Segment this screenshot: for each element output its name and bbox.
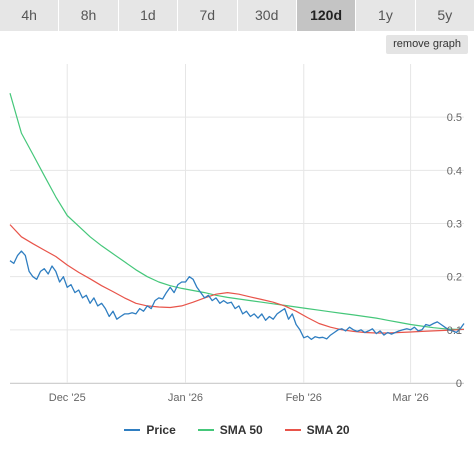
y-tick-label: 0.3 <box>447 219 462 231</box>
tab-1d[interactable]: 1d <box>119 0 179 31</box>
y-tick-label: 0.4 <box>447 165 462 177</box>
series-line-price <box>9 250 465 341</box>
series-line-sma-50 <box>9 93 464 330</box>
legend-item-sma-20[interactable]: SMA 20 <box>284 421 350 439</box>
legend-swatch-sma-50 <box>197 429 214 431</box>
legend-item-sma-50[interactable]: SMA 50 <box>197 421 263 439</box>
tab-8h[interactable]: 8h <box>59 0 119 31</box>
price-chart: 0 0.1 0.2 0.3 0.4 0.5 Dec '25 Jan '26 Feb '26 Ma… <box>9 64 465 404</box>
legend-label-sma-20: SMA 20 <box>306 423 350 437</box>
tab-120d[interactable]: 120d <box>296 0 357 31</box>
y-tick-label: 0.5 <box>447 112 462 124</box>
legend-item-price[interactable]: Price <box>124 421 176 439</box>
y-tick-label: 0 <box>456 378 462 390</box>
series-line-sma-20 <box>9 224 465 334</box>
tab-1y[interactable]: 1y <box>356 0 416 31</box>
grid-lines <box>10 64 464 384</box>
legend-label-price: Price <box>146 423 176 437</box>
chart-legend: Price SMA 50 SMA 20 <box>0 421 474 439</box>
tab-7d[interactable]: 7d <box>178 0 238 31</box>
tab-4h[interactable]: 4h <box>0 0 60 31</box>
y-tick-label: 0.1 <box>447 325 462 337</box>
x-tick-label: Jan '26 <box>168 392 203 404</box>
x-tick-label: Dec '25 <box>49 392 86 404</box>
x-tick-label: Mar '26 <box>392 392 428 404</box>
y-tick-label: 0.2 <box>447 272 462 284</box>
timeframe-tabs: 4h 8h 1d 7d 30d 120d 1y 5y <box>0 0 474 31</box>
chart-series <box>9 93 465 341</box>
tab-5y[interactable]: 5y <box>437 7 453 23</box>
legend-swatch-sma-20 <box>284 429 301 431</box>
tab-30d[interactable]: 30d <box>238 0 297 31</box>
remove-graph-button[interactable]: remove graph <box>386 35 468 54</box>
x-axis-labels: Dec '25 Jan '26 Feb '26 Mar '26 <box>49 392 429 404</box>
legend-label-sma-50: SMA 50 <box>219 423 263 437</box>
y-axis-labels: 0 0.1 0.2 0.3 0.4 0.5 <box>447 112 462 390</box>
legend-swatch-price <box>124 429 141 431</box>
x-tick-label: Feb '26 <box>286 392 322 404</box>
